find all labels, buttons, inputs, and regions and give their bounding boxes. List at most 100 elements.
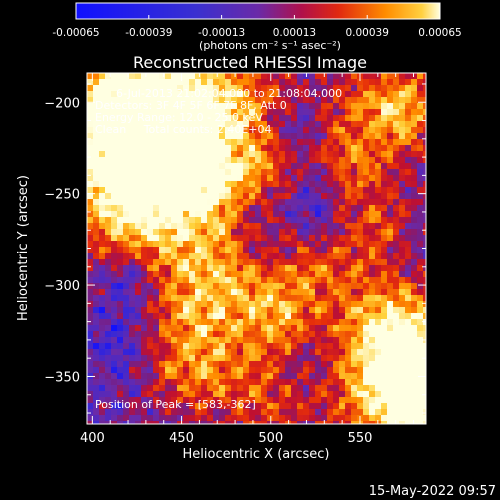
- heatmap-cell: [291, 91, 298, 98]
- heatmap-cell: [129, 301, 136, 308]
- heatmap-cell: [165, 289, 172, 296]
- heatmap-cell: [327, 271, 334, 278]
- heatmap-cell: [243, 361, 250, 368]
- heatmap-cell: [297, 187, 304, 194]
- heatmap-cell: [153, 253, 160, 260]
- heatmap-cell: [333, 421, 340, 424]
- heatmap-cell: [99, 265, 106, 272]
- heatmap-cell: [309, 403, 316, 410]
- heatmap-cell: [195, 295, 202, 302]
- heatmap-cell: [111, 109, 118, 116]
- heatmap-cell: [399, 229, 406, 236]
- heatmap-cell: [165, 151, 172, 158]
- heatmap-cell: [411, 385, 418, 392]
- heatmap-cell: [129, 187, 136, 194]
- heatmap-cell: [297, 277, 304, 284]
- heatmap-cell: [279, 103, 286, 110]
- heatmap-cell: [135, 235, 142, 242]
- heatmap-cell: [183, 409, 190, 416]
- heatmap-cell: [261, 319, 268, 326]
- heatmap-cell: [177, 163, 184, 170]
- heatmap-cell: [309, 337, 316, 344]
- heatmap-cell: [255, 343, 262, 350]
- heatmap-cell: [351, 217, 358, 224]
- heatmap-cell: [333, 133, 340, 140]
- heatmap-cell: [99, 289, 106, 296]
- heatmap-cell: [405, 157, 412, 164]
- heatmap-cell: [369, 223, 376, 230]
- heatmap-cell: [195, 337, 202, 344]
- heatmap-cell: [291, 139, 298, 146]
- heatmap-cell: [249, 301, 256, 308]
- heatmap-cell: [285, 223, 292, 230]
- heatmap-cell: [93, 145, 100, 152]
- heatmap-cell: [105, 331, 112, 338]
- heatmap-cell: [393, 205, 400, 212]
- heatmap-cell: [231, 373, 238, 380]
- heatmap-cell: [249, 139, 256, 146]
- heatmap-cell: [177, 91, 184, 98]
- heatmap-cell: [327, 289, 334, 296]
- heatmap-cell: [213, 343, 220, 350]
- heatmap-cell: [411, 175, 418, 182]
- heatmap-cell: [321, 349, 328, 356]
- heatmap-cell: [279, 217, 286, 224]
- heatmap-cell: [135, 367, 142, 374]
- heatmap-cell: [99, 283, 106, 290]
- heatmap-cell: [237, 175, 244, 182]
- heatmap-cell: [285, 145, 292, 152]
- heatmap-cell: [123, 181, 130, 188]
- heatmap-cell: [213, 355, 220, 362]
- heatmap-cell: [333, 307, 340, 314]
- heatmap-cell: [309, 421, 316, 424]
- heatmap-cell: [111, 277, 118, 284]
- heatmap-cell: [363, 325, 370, 332]
- heatmap-cell: [129, 247, 136, 254]
- heatmap-cell: [315, 133, 322, 140]
- heatmap-cell: [339, 271, 346, 278]
- heatmap-cell: [339, 85, 346, 92]
- heatmap-cell: [333, 175, 340, 182]
- heatmap-cell: [279, 325, 286, 332]
- heatmap-cell: [333, 259, 340, 266]
- heatmap-cell: [273, 301, 280, 308]
- heatmap-cell: [417, 157, 424, 164]
- heatmap-cell: [105, 349, 112, 356]
- heatmap-cell: [387, 385, 394, 392]
- heatmap-cell: [231, 211, 238, 218]
- heatmap-cell: [219, 163, 226, 170]
- heatmap-cell: [339, 181, 346, 188]
- heatmap-cell: [93, 193, 100, 200]
- heatmap-cell: [147, 103, 154, 110]
- heatmap-cell: [267, 223, 274, 230]
- heatmap-cell: [303, 403, 310, 410]
- heatmap-cell: [135, 163, 142, 170]
- heatmap-cell: [129, 367, 136, 374]
- heatmap-cell: [387, 355, 394, 362]
- heatmap-cell: [141, 205, 148, 212]
- heatmap-cell: [297, 379, 304, 386]
- heatmap-cell: [369, 193, 376, 200]
- heatmap-cell: [327, 301, 334, 308]
- heatmap-cell: [357, 325, 364, 332]
- heatmap-cell: [177, 289, 184, 296]
- heatmap-cell: [99, 223, 106, 230]
- heatmap-cell: [111, 367, 118, 374]
- heatmap-cell: [243, 133, 250, 140]
- heatmap-cell: [201, 109, 208, 116]
- heatmap-cell: [351, 193, 358, 200]
- heatmap-cell: [393, 139, 400, 146]
- heatmap-cell: [261, 115, 268, 122]
- heatmap-cell: [345, 367, 352, 374]
- heatmap-cell: [375, 319, 382, 326]
- heatmap-cell: [99, 139, 106, 146]
- heatmap-cell: [273, 241, 280, 248]
- heatmap-cell: [249, 385, 256, 392]
- heatmap-cell: [135, 205, 142, 212]
- heatmap-cell: [363, 337, 370, 344]
- heatmap-cell: [357, 283, 364, 290]
- heatmap-cell: [255, 289, 262, 296]
- heatmap-cell: [177, 265, 184, 272]
- heatmap-cell: [165, 85, 172, 92]
- heatmap-cell: [255, 73, 262, 80]
